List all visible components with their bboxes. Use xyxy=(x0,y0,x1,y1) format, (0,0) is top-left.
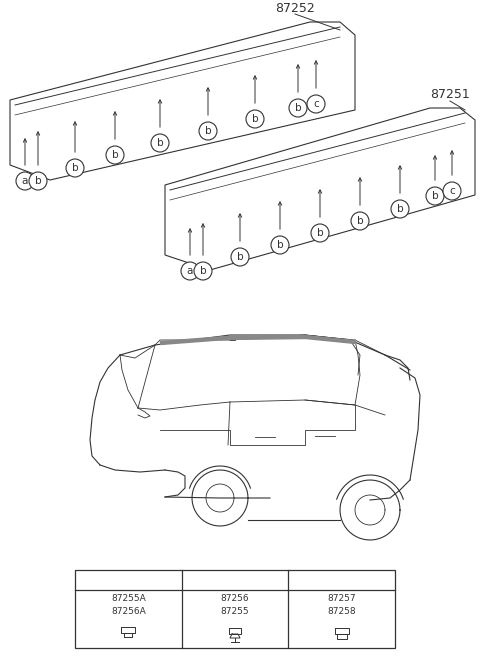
Text: b: b xyxy=(432,191,438,201)
Text: b: b xyxy=(194,575,201,585)
Text: 87252: 87252 xyxy=(275,1,315,14)
Circle shape xyxy=(199,122,217,140)
Circle shape xyxy=(246,110,264,128)
Text: 87255A
87256A: 87255A 87256A xyxy=(111,594,146,616)
Circle shape xyxy=(231,248,249,266)
Circle shape xyxy=(151,134,169,152)
Text: 87251: 87251 xyxy=(430,89,470,102)
Text: a: a xyxy=(22,176,28,186)
Circle shape xyxy=(297,573,312,587)
Text: b: b xyxy=(204,126,211,136)
Bar xyxy=(75,570,395,648)
Circle shape xyxy=(426,187,444,205)
Text: b: b xyxy=(156,138,163,148)
Circle shape xyxy=(194,262,212,280)
Circle shape xyxy=(84,573,98,587)
Text: c: c xyxy=(449,186,455,196)
Text: b: b xyxy=(35,176,41,186)
Text: b: b xyxy=(252,114,258,124)
Text: b: b xyxy=(357,216,363,226)
Polygon shape xyxy=(165,108,475,270)
Circle shape xyxy=(29,172,47,190)
Text: b: b xyxy=(237,252,243,262)
Text: b: b xyxy=(295,103,301,113)
Text: b: b xyxy=(276,240,283,250)
Text: b: b xyxy=(112,150,118,160)
Circle shape xyxy=(16,172,34,190)
Text: 87256
87255: 87256 87255 xyxy=(221,594,249,616)
Text: b: b xyxy=(396,204,403,214)
Polygon shape xyxy=(10,22,355,180)
Text: c: c xyxy=(301,575,307,585)
Text: a: a xyxy=(187,266,193,276)
Circle shape xyxy=(391,200,409,218)
Text: b: b xyxy=(72,163,78,173)
Text: b: b xyxy=(200,266,206,276)
Circle shape xyxy=(106,146,124,164)
Circle shape xyxy=(191,573,204,587)
Circle shape xyxy=(271,236,289,254)
Circle shape xyxy=(351,212,369,230)
Circle shape xyxy=(443,182,461,200)
Text: a: a xyxy=(88,575,94,585)
Circle shape xyxy=(307,95,325,113)
Circle shape xyxy=(66,159,84,177)
Circle shape xyxy=(181,262,199,280)
Text: b: b xyxy=(317,228,324,238)
Circle shape xyxy=(311,224,329,242)
Text: 87257
87258: 87257 87258 xyxy=(327,594,356,616)
Text: c: c xyxy=(313,99,319,109)
Circle shape xyxy=(289,99,307,117)
